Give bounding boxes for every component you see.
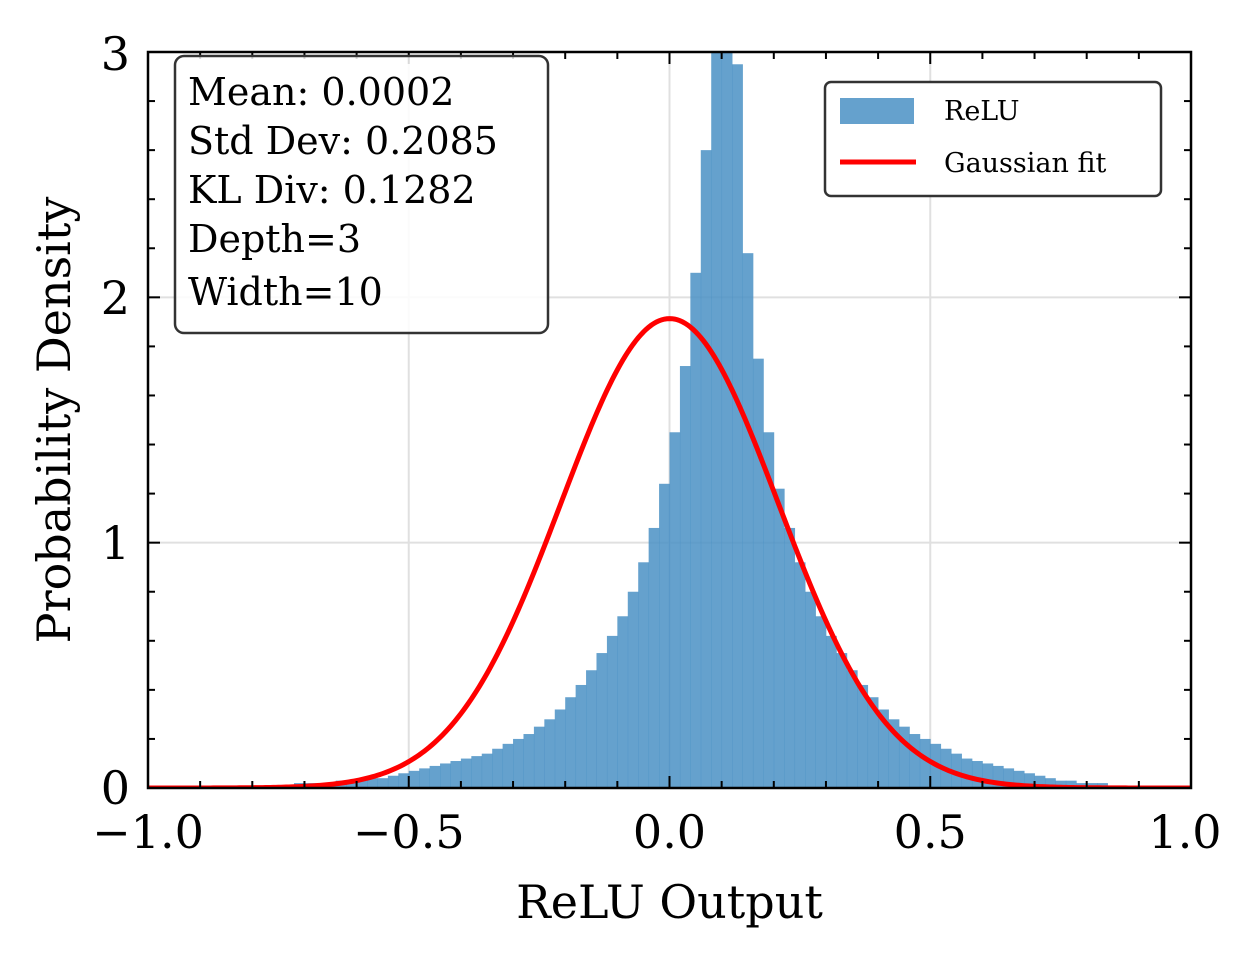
histogram-bar: [815, 616, 827, 788]
histogram-bar: [732, 64, 743, 788]
histogram-bar: [679, 366, 691, 788]
histogram-bar: [784, 527, 796, 788]
stats-width: Width=10: [188, 270, 383, 314]
histogram-bar: [961, 758, 973, 788]
histogram-bar: [617, 616, 629, 788]
stats-box-frame: [173, 54, 550, 335]
histogram-bar: [533, 726, 545, 788]
histogram-bar: [669, 432, 681, 788]
histogram-bar: [971, 761, 983, 788]
histogram-bar: [982, 763, 994, 788]
histogram-bar: [857, 684, 869, 788]
histogram-bar: [398, 773, 410, 788]
y-tick-labels: 0 1 2 3: [101, 27, 130, 815]
x-tick-labels: −1.0 −0.5 0.0 0.5 1.0: [92, 805, 1221, 859]
histogram-bar: [513, 738, 524, 788]
histogram-bar: [367, 778, 378, 788]
y-tick-label: 2: [101, 271, 130, 325]
histogram-bar: [596, 653, 608, 788]
histogram-bar: [752, 358, 764, 788]
histogram-bar: [773, 488, 785, 788]
x-tick-label: 0.0: [633, 805, 706, 859]
histogram-bar: [721, 52, 733, 788]
histogram-bar: [481, 753, 493, 788]
histogram-bar: [742, 253, 754, 788]
stats-depth: Depth=3: [188, 217, 361, 261]
histogram-bar: [700, 150, 712, 788]
histogram-bar: [544, 719, 556, 788]
histogram-bar: [690, 272, 702, 788]
legend-relu-swatch: [840, 98, 914, 124]
histogram-bar: [1034, 775, 1046, 788]
histogram-bar: [1024, 773, 1035, 788]
histogram-bar: [1013, 770, 1025, 788]
histogram-bar: [1055, 780, 1067, 788]
histogram-bar: [565, 697, 577, 788]
histogram-bar: [1044, 778, 1056, 788]
y-axis-label: Probability Density: [27, 197, 81, 644]
histogram-bar: [1065, 780, 1077, 788]
x-tick-label: −1.0: [92, 805, 204, 859]
x-tick-label: 1.0: [1148, 805, 1221, 859]
histogram-bar: [648, 527, 660, 788]
histogram-bar: [794, 562, 806, 788]
histogram-bar: [909, 734, 921, 788]
histogram-bar: [356, 780, 368, 788]
histogram-bar: [387, 775, 399, 788]
legend: ReLU Gaussian fit: [823, 80, 1163, 198]
y-tick-label: 0: [101, 761, 130, 815]
stats-box: Mean: 0.0002 Std Dev: 0.2085 KL Div: 0.1…: [173, 54, 550, 335]
histogram-bar: [419, 768, 431, 788]
histogram-bar: [586, 670, 597, 788]
histogram-bars: [210, 52, 1161, 788]
histogram-bar: [878, 709, 889, 788]
histogram-bar: [711, 52, 723, 788]
stats-kl: KL Div: 0.1282: [188, 168, 476, 212]
histogram-bar: [523, 734, 535, 788]
histogram-bar: [575, 684, 587, 788]
histogram-bar: [440, 763, 451, 788]
histogram-bar: [825, 635, 837, 788]
histogram-bar: [554, 709, 566, 788]
histogram-bar: [492, 748, 504, 788]
stats-std: Std Dev: 0.2085: [188, 119, 498, 163]
histogram-bar: [763, 432, 775, 788]
histogram-bar: [450, 761, 462, 788]
histogram-bar: [346, 780, 357, 788]
histogram-bar: [377, 778, 389, 788]
x-tick-label: −0.5: [353, 805, 465, 859]
histogram-bar: [992, 765, 1004, 788]
x-axis-label: ReLU Output: [516, 875, 823, 929]
x-tick-label: 0.5: [894, 805, 967, 859]
histogram-bar: [471, 756, 483, 788]
histogram-bar: [846, 670, 858, 788]
histogram-bar: [627, 591, 639, 788]
histogram-bar: [919, 738, 931, 788]
legend-relu-label: ReLU: [944, 96, 1020, 127]
legend-gaussian-label: Gaussian fit: [944, 148, 1106, 179]
histogram-bar: [898, 726, 910, 788]
histogram-bar: [429, 765, 441, 788]
histogram-bar: [606, 635, 618, 788]
histogram-bar: [1003, 768, 1015, 788]
axes-frame: [146, 50, 1193, 790]
histogram-bar: [805, 591, 816, 788]
histogram-bar: [638, 562, 650, 788]
histogram-bar: [951, 753, 962, 788]
stats-mean: Mean: 0.0002: [188, 70, 454, 114]
histogram-bar: [659, 483, 670, 788]
histogram-bar: [867, 697, 879, 788]
histogram-bar: [888, 719, 900, 788]
histogram-bar: [836, 653, 848, 788]
y-tick-label: 1: [101, 516, 130, 570]
y-tick-label: 3: [101, 27, 130, 81]
histogram-bar: [408, 770, 420, 788]
gaussian-fit-line: [148, 316, 1191, 788]
histogram-bar: [502, 743, 514, 788]
histogram-bar: [460, 758, 472, 788]
